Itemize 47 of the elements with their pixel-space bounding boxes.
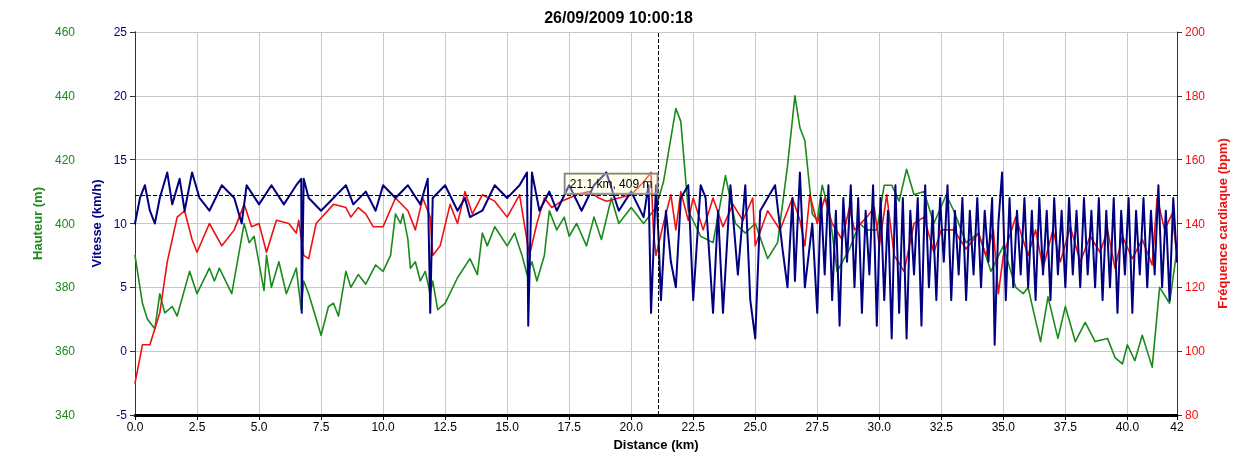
- x-tick-label: 22.5: [681, 420, 706, 434]
- y3-tick-label: 160: [1185, 152, 1206, 167]
- x-tick-label: 20.0: [619, 420, 644, 434]
- y3-axis-title: Fréquence cardiaque (bpm): [1214, 138, 1230, 309]
- y2-tick-label: 20: [113, 88, 128, 103]
- x-tick-label: 25.0: [743, 420, 768, 434]
- y-tick-label: 420: [54, 152, 76, 167]
- x-tick-label: 2.5: [188, 420, 206, 434]
- y3-tick-label: 120: [1185, 280, 1206, 295]
- line-series: [134, 171, 1178, 346]
- x-tick-label: 30.0: [867, 420, 892, 434]
- y2-tick-label: 25: [113, 25, 128, 39]
- y-tick-label: 400: [54, 216, 76, 231]
- x-tick-label: 35.0: [991, 420, 1016, 434]
- x-tick-label: 17.5: [557, 420, 582, 434]
- line-series: [134, 171, 1178, 384]
- y3-tick-label: 140: [1185, 216, 1206, 231]
- x-tick-label: 37.5: [1053, 420, 1078, 434]
- x-tick-label: 7.5: [312, 420, 330, 434]
- y-tick-label: 460: [54, 25, 76, 39]
- x-tick-label: 0.0: [126, 420, 144, 434]
- y3-tick-label: 80: [1185, 408, 1199, 422]
- y2-tick-label: 15: [113, 152, 128, 167]
- x-tick-label: 32.5: [929, 420, 954, 434]
- chart-title: 26/09/2009 10:00:18: [544, 8, 693, 26]
- y3-tick-label: 200: [1185, 25, 1206, 39]
- y-tick-label: 340: [54, 408, 76, 422]
- y2-tick-label: -5: [116, 408, 128, 422]
- x-tick-label: 5.0: [250, 420, 268, 434]
- y-tick-label: 440: [54, 88, 76, 103]
- y-axis-title: Hauteur (m): [30, 187, 46, 260]
- y2-tick-label: 10: [113, 216, 128, 231]
- x-axis-title: Distance (km): [613, 436, 699, 452]
- x-tick-label: 42: [1170, 420, 1184, 434]
- y-tick-label: 380: [54, 280, 76, 295]
- x-tick-label: 40.0: [1115, 420, 1140, 434]
- x-tick-label: 15.0: [495, 420, 520, 434]
- y2-axis-title: Vitesse (km/h): [88, 179, 104, 268]
- y3-tick-label: 100: [1185, 344, 1206, 359]
- x-tick-label: 27.5: [805, 420, 830, 434]
- y3-tick-label: 180: [1185, 88, 1206, 103]
- y2-tick-label: 5: [120, 280, 128, 295]
- line-series: [134, 95, 1178, 368]
- x-tick-label: 10.0: [371, 420, 396, 434]
- x-tick-label: 12.5: [433, 420, 458, 434]
- y-tick-label: 360: [54, 344, 76, 359]
- y2-tick-label: 0: [120, 344, 128, 359]
